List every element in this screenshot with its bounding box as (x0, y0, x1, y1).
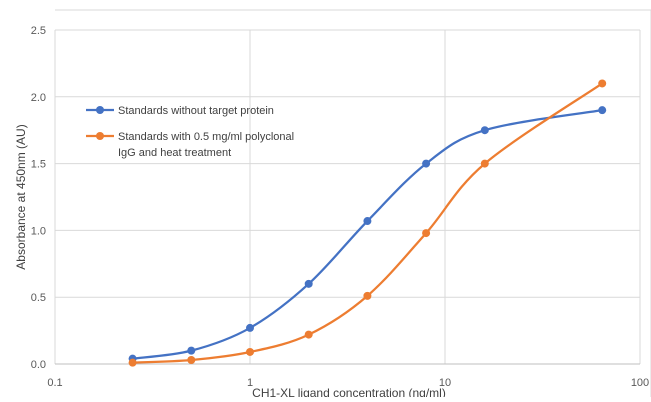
y-tick-label: 2.0 (31, 92, 46, 104)
data-point (246, 347, 254, 356)
series-1 (128, 106, 607, 363)
axes: 0.0 0.5 1.0 1.5 2.0 2.5 0.1 1 10 100 (31, 25, 649, 389)
x-axis-title: CH1-XL ligand concentration (ng/ml) (252, 386, 446, 397)
gridlines (54, 9, 651, 397)
y-tick-label: 2.5 (31, 25, 46, 37)
data-point (422, 159, 431, 168)
legend-label: Standards without target protein (118, 105, 274, 117)
data-point (480, 159, 489, 168)
y-tick-label: 0.5 (31, 292, 46, 304)
x-tick-label: 0.1 (47, 377, 62, 389)
legend-label: IgG and heat treatment (118, 147, 231, 159)
data-point (480, 126, 489, 135)
y-tick-label: 1.0 (31, 225, 46, 237)
x-tick-label: 1 (247, 377, 253, 389)
x-tick-label: 10 (439, 377, 451, 389)
data-point (598, 79, 607, 88)
legend-entry-1: Standards without target protein (86, 105, 274, 117)
data-point (246, 323, 254, 332)
data-point (422, 229, 431, 238)
data-point (187, 346, 196, 355)
data-point (363, 291, 372, 300)
y-axis-title: Absorbance at 450nm (AU) (14, 124, 28, 269)
legend-entry-2: Standards with 0.5 mg/ml polyclonal IgG a… (86, 131, 294, 159)
legend-marker (96, 132, 104, 140)
data-point (363, 217, 372, 226)
x-tick-label: 100 (631, 377, 649, 389)
y-tick-label: 0.0 (31, 359, 46, 371)
series-2 (128, 79, 607, 367)
data-point (128, 358, 137, 367)
series-group (128, 79, 607, 367)
legend-marker (96, 106, 104, 114)
data-point (598, 106, 607, 115)
legend: Standards without target protein Standard… (86, 105, 294, 159)
y-tick-label: 1.5 (31, 159, 46, 171)
data-point (304, 330, 313, 339)
data-point (304, 279, 313, 288)
data-point (187, 355, 196, 364)
legend-label: Standards with 0.5 mg/ml polyclonal (118, 131, 294, 143)
